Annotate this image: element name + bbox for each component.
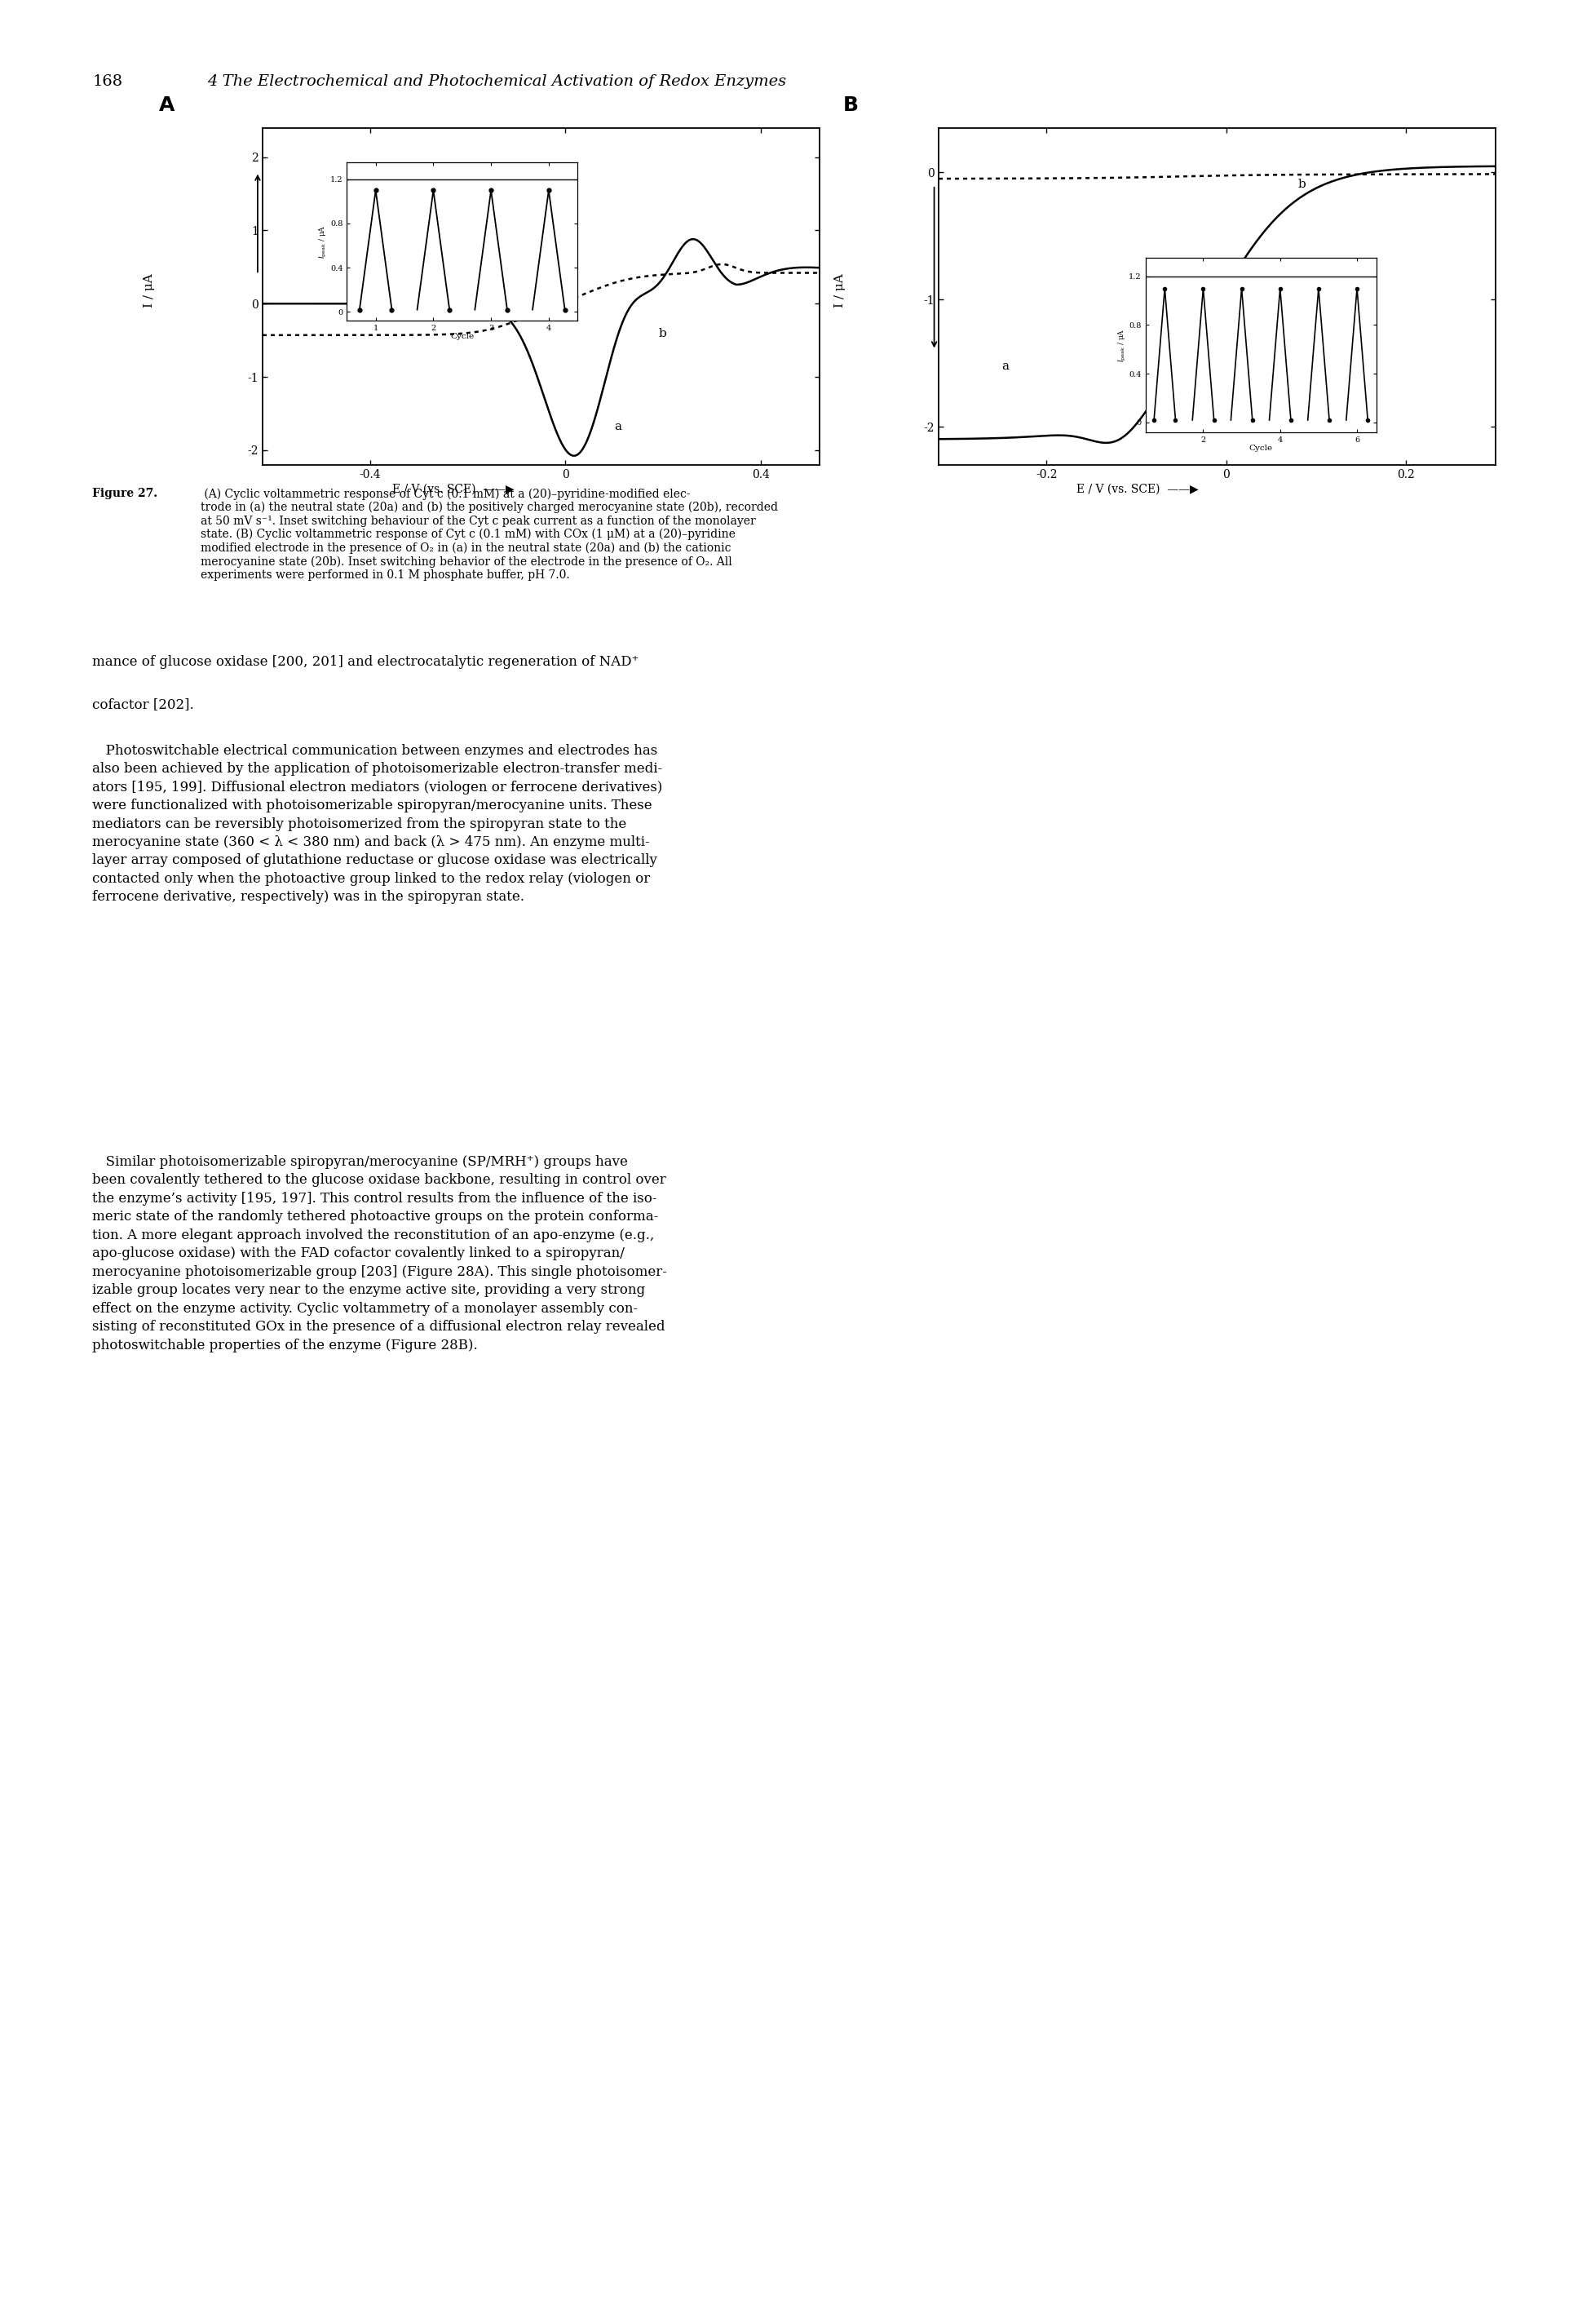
Text: (A) Cyclic voltammetric response of Cyt c (0.1 mM) at a (20)–pyridine-modified e: (A) Cyclic voltammetric response of Cyt …: [200, 488, 778, 581]
Text: cofactor [202].: cofactor [202].: [92, 697, 194, 711]
Text: Similar photoisomerizable spiropyran/merocyanine (SP/MRH⁺) groups have
been cova: Similar photoisomerizable spiropyran/mer…: [92, 1155, 667, 1353]
Text: 168: 168: [92, 74, 123, 88]
Text: B: B: [843, 95, 859, 114]
Y-axis label: $I_\mathrm{peak}$ / μA: $I_\mathrm{peak}$ / μA: [1117, 328, 1128, 363]
Text: I / μA: I / μA: [143, 274, 156, 307]
Text: Figure 27.: Figure 27.: [92, 488, 158, 500]
Text: E / V (vs. SCE)  ——▶: E / V (vs. SCE) ——▶: [393, 483, 514, 495]
Text: mance of glucose oxidase [200, 201] and electrocatalytic regeneration of NAD⁺: mance of glucose oxidase [200, 201] and …: [92, 655, 640, 669]
Text: b: b: [659, 328, 667, 339]
Text: A: A: [159, 95, 175, 114]
Text: a: a: [1002, 360, 1009, 372]
Text: a: a: [614, 421, 622, 432]
Text: Photoswitchable electrical communication between enzymes and electrodes has
also: Photoswitchable electrical communication…: [92, 744, 662, 904]
Text: 4 The Electrochemical and Photochemical Activation of Redox Enzymes: 4 The Electrochemical and Photochemical …: [207, 74, 786, 88]
Text: b: b: [1298, 179, 1306, 191]
Text: E / V (vs. SCE)  ——▶: E / V (vs. SCE) ——▶: [1077, 483, 1198, 495]
Y-axis label: $I_\mathrm{peak}$ / μA: $I_\mathrm{peak}$ / μA: [318, 225, 329, 258]
X-axis label: Cycle: Cycle: [1249, 444, 1273, 453]
X-axis label: Cycle: Cycle: [450, 332, 474, 342]
Text: I / μA: I / μA: [834, 274, 846, 307]
